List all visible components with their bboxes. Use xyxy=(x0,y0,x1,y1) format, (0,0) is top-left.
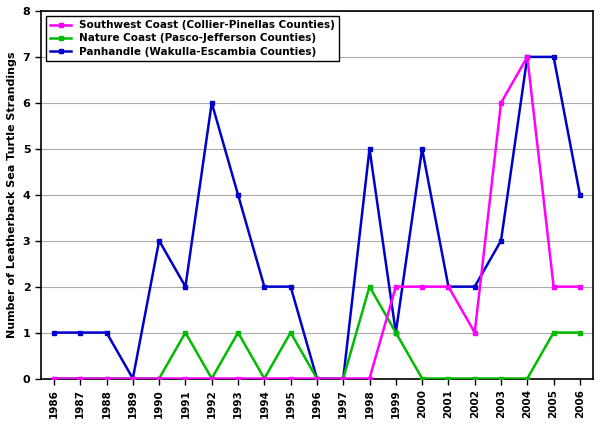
Panhandle (Wakulla-Escambia Counties) xyxy=(445,284,452,289)
Nature Coast (Pasco-Jefferson Counties) xyxy=(524,376,531,381)
Southwest Coast (Collier-Pinellas Counties) xyxy=(50,376,58,381)
Southwest Coast (Collier-Pinellas Counties) xyxy=(497,100,505,105)
Panhandle (Wakulla-Escambia Counties) xyxy=(524,54,531,60)
Nature Coast (Pasco-Jefferson Counties) xyxy=(392,330,400,335)
Panhandle (Wakulla-Escambia Counties) xyxy=(129,376,136,381)
Panhandle (Wakulla-Escambia Counties) xyxy=(103,330,110,335)
Panhandle (Wakulla-Escambia Counties) xyxy=(550,54,557,60)
Panhandle (Wakulla-Escambia Counties) xyxy=(392,330,400,335)
Panhandle (Wakulla-Escambia Counties) xyxy=(235,192,242,197)
Nature Coast (Pasco-Jefferson Counties) xyxy=(287,330,294,335)
Southwest Coast (Collier-Pinellas Counties) xyxy=(471,330,478,335)
Panhandle (Wakulla-Escambia Counties) xyxy=(366,146,373,151)
Nature Coast (Pasco-Jefferson Counties) xyxy=(577,330,584,335)
Panhandle (Wakulla-Escambia Counties) xyxy=(287,284,294,289)
Nature Coast (Pasco-Jefferson Counties) xyxy=(103,376,110,381)
Y-axis label: Number of Leatherback Sea Turtle Strandings: Number of Leatherback Sea Turtle Strandi… xyxy=(7,51,17,338)
Nature Coast (Pasco-Jefferson Counties) xyxy=(50,376,58,381)
Nature Coast (Pasco-Jefferson Counties) xyxy=(261,376,268,381)
Panhandle (Wakulla-Escambia Counties) xyxy=(497,238,505,243)
Panhandle (Wakulla-Escambia Counties) xyxy=(471,284,478,289)
Southwest Coast (Collier-Pinellas Counties) xyxy=(577,284,584,289)
Panhandle (Wakulla-Escambia Counties) xyxy=(155,238,163,243)
Southwest Coast (Collier-Pinellas Counties) xyxy=(366,376,373,381)
Line: Panhandle (Wakulla-Escambia Counties): Panhandle (Wakulla-Escambia Counties) xyxy=(52,55,582,381)
Southwest Coast (Collier-Pinellas Counties) xyxy=(77,376,84,381)
Southwest Coast (Collier-Pinellas Counties) xyxy=(182,376,189,381)
Panhandle (Wakulla-Escambia Counties) xyxy=(77,330,84,335)
Nature Coast (Pasco-Jefferson Counties) xyxy=(208,376,215,381)
Nature Coast (Pasco-Jefferson Counties) xyxy=(419,376,426,381)
Nature Coast (Pasco-Jefferson Counties) xyxy=(445,376,452,381)
Southwest Coast (Collier-Pinellas Counties) xyxy=(103,376,110,381)
Panhandle (Wakulla-Escambia Counties) xyxy=(50,330,58,335)
Panhandle (Wakulla-Escambia Counties) xyxy=(261,284,268,289)
Nature Coast (Pasco-Jefferson Counties) xyxy=(497,376,505,381)
Southwest Coast (Collier-Pinellas Counties) xyxy=(235,376,242,381)
Southwest Coast (Collier-Pinellas Counties) xyxy=(208,376,215,381)
Legend: Southwest Coast (Collier-Pinellas Counties), Nature Coast (Pasco-Jefferson Count: Southwest Coast (Collier-Pinellas Counti… xyxy=(46,16,340,61)
Southwest Coast (Collier-Pinellas Counties) xyxy=(340,376,347,381)
Panhandle (Wakulla-Escambia Counties) xyxy=(313,376,320,381)
Southwest Coast (Collier-Pinellas Counties) xyxy=(445,284,452,289)
Nature Coast (Pasco-Jefferson Counties) xyxy=(129,376,136,381)
Southwest Coast (Collier-Pinellas Counties) xyxy=(392,284,400,289)
Nature Coast (Pasco-Jefferson Counties) xyxy=(366,284,373,289)
Southwest Coast (Collier-Pinellas Counties) xyxy=(155,376,163,381)
Nature Coast (Pasco-Jefferson Counties) xyxy=(235,330,242,335)
Line: Southwest Coast (Collier-Pinellas Counties): Southwest Coast (Collier-Pinellas Counti… xyxy=(52,55,582,381)
Southwest Coast (Collier-Pinellas Counties) xyxy=(550,284,557,289)
Panhandle (Wakulla-Escambia Counties) xyxy=(419,146,426,151)
Southwest Coast (Collier-Pinellas Counties) xyxy=(419,284,426,289)
Nature Coast (Pasco-Jefferson Counties) xyxy=(471,376,478,381)
Southwest Coast (Collier-Pinellas Counties) xyxy=(129,376,136,381)
Nature Coast (Pasco-Jefferson Counties) xyxy=(182,330,189,335)
Southwest Coast (Collier-Pinellas Counties) xyxy=(261,376,268,381)
Line: Nature Coast (Pasco-Jefferson Counties): Nature Coast (Pasco-Jefferson Counties) xyxy=(52,285,582,381)
Nature Coast (Pasco-Jefferson Counties) xyxy=(155,376,163,381)
Southwest Coast (Collier-Pinellas Counties) xyxy=(524,54,531,60)
Nature Coast (Pasco-Jefferson Counties) xyxy=(340,376,347,381)
Panhandle (Wakulla-Escambia Counties) xyxy=(208,100,215,105)
Nature Coast (Pasco-Jefferson Counties) xyxy=(550,330,557,335)
Panhandle (Wakulla-Escambia Counties) xyxy=(577,192,584,197)
Panhandle (Wakulla-Escambia Counties) xyxy=(340,376,347,381)
Panhandle (Wakulla-Escambia Counties) xyxy=(182,284,189,289)
Nature Coast (Pasco-Jefferson Counties) xyxy=(77,376,84,381)
Southwest Coast (Collier-Pinellas Counties) xyxy=(313,376,320,381)
Southwest Coast (Collier-Pinellas Counties) xyxy=(287,376,294,381)
Nature Coast (Pasco-Jefferson Counties) xyxy=(313,376,320,381)
